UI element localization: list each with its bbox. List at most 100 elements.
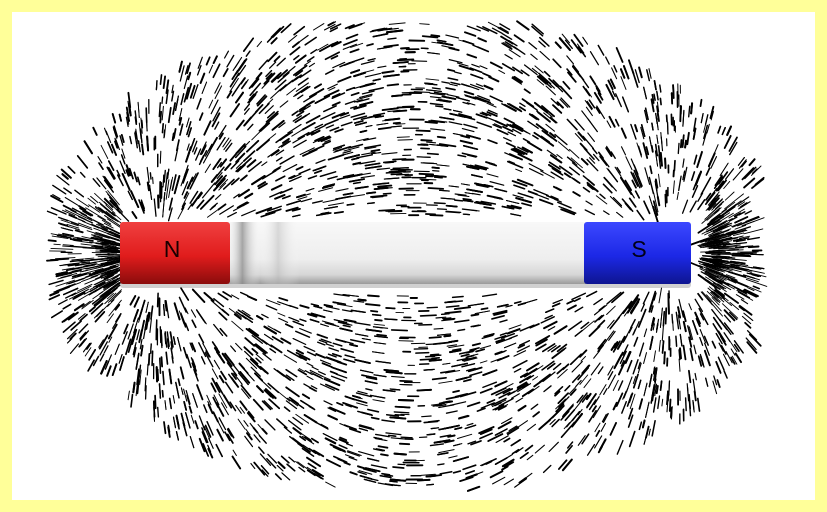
iron-filing — [301, 122, 316, 131]
iron-filing — [568, 386, 577, 395]
iron-filing — [692, 173, 701, 191]
iron-filing — [415, 129, 431, 133]
iron-filing — [601, 413, 607, 423]
iron-filing — [366, 43, 374, 47]
iron-filing — [421, 35, 439, 39]
iron-filing — [354, 333, 369, 337]
iron-filing — [494, 334, 507, 340]
iron-filing — [462, 213, 471, 216]
iron-filing — [614, 166, 622, 177]
iron-filing — [239, 174, 248, 182]
iron-filing — [480, 428, 493, 435]
iron-filing — [436, 404, 447, 407]
iron-filing — [352, 398, 368, 404]
iron-filing — [556, 101, 564, 109]
iron-filing — [659, 84, 662, 93]
iron-filing — [461, 128, 475, 133]
iron-filing — [454, 426, 463, 430]
iron-filing — [500, 35, 514, 45]
iron-filing — [269, 61, 277, 69]
iron-filing — [222, 137, 230, 148]
iron-filing — [204, 143, 213, 157]
iron-filing — [164, 172, 169, 192]
iron-filing — [365, 467, 381, 473]
iron-filing — [190, 357, 197, 372]
iron-filing — [462, 145, 479, 150]
iron-filing — [97, 156, 103, 164]
iron-filing — [450, 81, 461, 86]
iron-filing — [585, 88, 593, 98]
iron-filing — [270, 37, 278, 45]
iron-filing — [241, 314, 254, 323]
iron-filing — [161, 122, 165, 134]
iron-filing — [491, 27, 503, 34]
iron-filing — [267, 51, 278, 63]
iron-filing — [104, 268, 119, 275]
iron-filing — [95, 263, 111, 267]
iron-filing — [212, 158, 222, 170]
iron-filing — [456, 62, 469, 67]
iron-filing — [97, 255, 114, 258]
iron-filing — [700, 234, 723, 243]
iron-filing — [138, 364, 142, 380]
iron-filing — [288, 456, 296, 463]
iron-filing — [602, 412, 609, 423]
iron-filing — [251, 130, 261, 141]
iron-filing — [429, 443, 445, 447]
iron-filing — [480, 402, 495, 409]
iron-filing — [179, 366, 185, 380]
iron-filing — [294, 114, 308, 124]
iron-filing — [213, 359, 221, 370]
iron-filing — [196, 384, 204, 401]
iron-filing — [616, 211, 624, 218]
iron-filing — [454, 319, 470, 324]
iron-filing — [557, 201, 572, 209]
iron-filing — [223, 50, 230, 59]
iron-filing — [710, 233, 720, 238]
iron-filing — [650, 305, 654, 313]
iron-filing — [452, 470, 462, 474]
iron-filing — [171, 174, 177, 192]
iron-filing — [383, 177, 400, 180]
iron-filing — [291, 74, 302, 83]
iron-filing — [458, 113, 473, 119]
iron-filing — [125, 169, 130, 177]
iron-filing — [492, 309, 508, 315]
iron-filing — [458, 64, 475, 71]
iron-filing — [741, 167, 755, 181]
iron-filing — [287, 397, 299, 407]
iron-filing — [576, 43, 585, 54]
iron-filing — [292, 416, 304, 426]
iron-filing — [609, 422, 617, 436]
iron-filing — [709, 275, 721, 282]
iron-filing — [603, 387, 608, 395]
iron-filing — [141, 143, 145, 156]
iron-filing — [463, 90, 475, 96]
iron-filing — [323, 303, 334, 308]
iron-filing — [245, 328, 258, 338]
iron-filing — [90, 302, 104, 315]
iron-filing — [468, 85, 480, 91]
iron-filing — [382, 73, 400, 78]
iron-filing — [70, 263, 80, 266]
iron-filing — [594, 435, 603, 449]
iron-filing — [230, 345, 237, 353]
iron-filing — [465, 350, 474, 354]
iron-filing — [106, 313, 114, 324]
iron-filing — [385, 432, 402, 436]
iron-filing — [106, 247, 116, 250]
iron-filing — [99, 283, 118, 298]
iron-filing — [79, 258, 103, 262]
iron-filing — [192, 140, 198, 153]
iron-filing — [390, 168, 401, 171]
iron-filing — [511, 448, 520, 455]
iron-filing — [729, 311, 738, 321]
iron-filing — [335, 373, 348, 379]
iron-filing — [205, 56, 211, 66]
iron-filing — [712, 282, 727, 292]
iron-filing — [487, 139, 498, 145]
iron-filing — [303, 345, 316, 352]
iron-filing — [315, 212, 332, 217]
iron-filing — [582, 320, 595, 331]
iron-filing — [233, 313, 242, 320]
